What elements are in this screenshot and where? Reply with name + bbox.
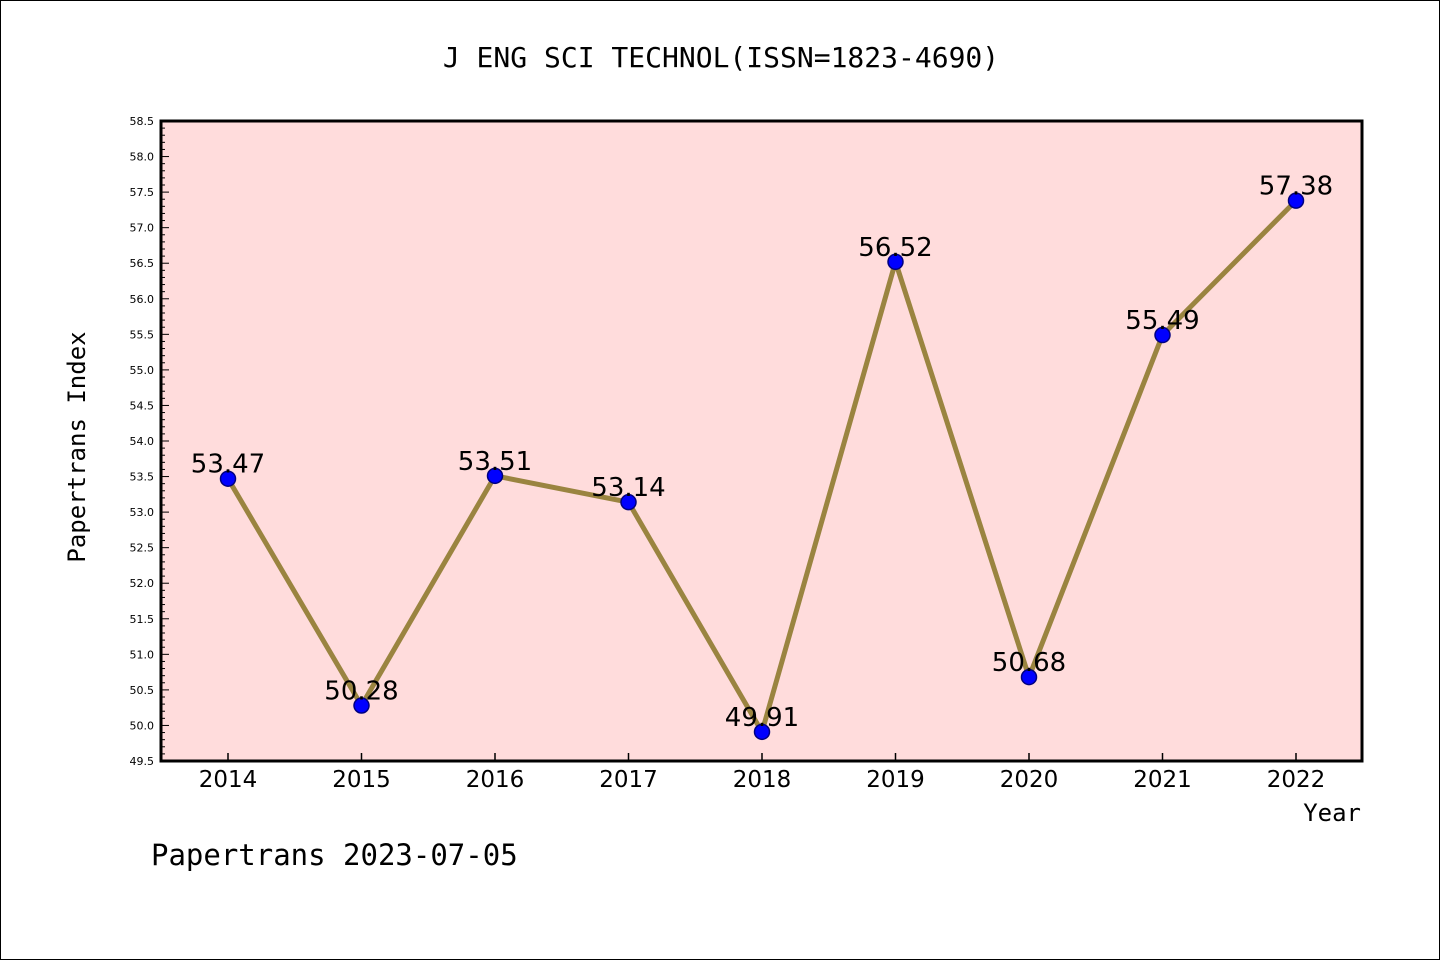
data-point-2015 xyxy=(353,697,370,714)
y-tick-label: 50.0 xyxy=(130,719,155,732)
y-tick-label: 51.0 xyxy=(130,648,155,661)
y-tick-label: 51.5 xyxy=(130,613,155,626)
y-tick-label: 58.0 xyxy=(130,151,155,164)
x-tick-label: 2020 xyxy=(1000,767,1059,793)
data-label-2016: 53.51 xyxy=(458,447,532,477)
x-tick-label: 2018 xyxy=(733,767,792,793)
data-label-2019: 56.52 xyxy=(858,233,932,263)
y-tick-label: 55.5 xyxy=(130,328,155,341)
data-point-2020 xyxy=(1020,668,1038,686)
y-tick-label: 57.0 xyxy=(130,222,155,235)
data-markers xyxy=(219,192,1305,741)
footer-credit: Papertrans 2023-07-05 xyxy=(151,838,518,872)
y-tick-label: 57.5 xyxy=(130,186,155,199)
data-point-2021 xyxy=(1154,326,1171,344)
data-point-2019 xyxy=(887,253,904,271)
x-tick-label: 2014 xyxy=(199,767,258,793)
data-point-2016 xyxy=(486,467,504,485)
data-label-2014: 53.47 xyxy=(191,450,265,480)
y-tick-label: 56.0 xyxy=(130,293,155,306)
y-axis-label: Papertrans Index xyxy=(63,331,91,562)
y-tick-label: 54.5 xyxy=(130,399,155,412)
chart-title: J ENG SCI TECHNOL(ISSN=1823-4690) xyxy=(443,41,999,74)
data-label-2015: 50.28 xyxy=(324,677,398,707)
x-tick-label: 2016 xyxy=(466,767,525,793)
data-label-2022: 57.38 xyxy=(1259,172,1333,202)
data-point-2022 xyxy=(1287,192,1305,209)
y-tick-label: 54.0 xyxy=(130,435,155,448)
data-point-2014 xyxy=(219,470,237,487)
data-label-2020: 50.68 xyxy=(992,648,1066,678)
y-tick-label: 53.5 xyxy=(130,471,155,484)
y-tick-label: 58.5 xyxy=(130,115,155,128)
data-label-2017: 53.14 xyxy=(591,473,665,503)
y-tick-label: 55.0 xyxy=(130,364,155,377)
y-tick-label: 52.5 xyxy=(130,542,155,555)
x-axis-label: Year xyxy=(1303,799,1361,827)
data-point-2018 xyxy=(753,723,771,741)
y-tick-label: 52.0 xyxy=(130,577,155,590)
y-tick-label: 53.0 xyxy=(130,506,155,519)
data-labels: 53.47 50.28 53.51 53.14 49.91 56.52 50.68 55.49… xyxy=(191,172,1333,733)
y-axis: 49.5 50.0 50.5 51.0 51.5 52.0 52.5 53.0 53.5 54.0… xyxy=(130,115,169,768)
x-tick-label: 2017 xyxy=(599,767,658,793)
plot-area xyxy=(159,119,1364,763)
y-tick-label: 56.5 xyxy=(130,257,155,270)
data-label-2018: 49.91 xyxy=(725,703,799,733)
y-tick-label: 50.5 xyxy=(130,684,155,697)
x-tick-label: 2019 xyxy=(866,767,925,793)
y-tick-label: 49.5 xyxy=(130,755,155,768)
data-label-2021: 55.49 xyxy=(1125,306,1199,336)
x-tick-label: 2021 xyxy=(1133,767,1192,793)
x-tick-label: 2015 xyxy=(332,767,391,793)
x-axis: 2014 2015 2016 2017 2018 2019 2020 2021 2022 xyxy=(199,753,1326,793)
data-point-2017 xyxy=(620,493,637,511)
x-tick-label: 2022 xyxy=(1267,767,1326,793)
